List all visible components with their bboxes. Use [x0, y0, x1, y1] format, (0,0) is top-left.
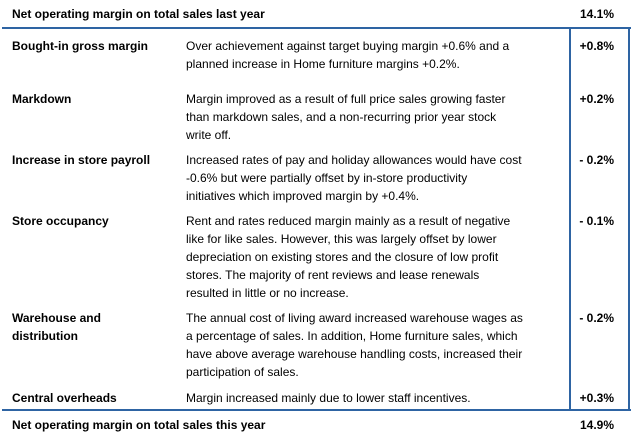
- row-description-line: Margin increased mainly due to lower sta…: [186, 391, 471, 405]
- row-description-line: initiatives which improved margin by +0.…: [186, 189, 420, 203]
- row-value: - 0.2%: [579, 311, 614, 325]
- row-description-line: like for like sales. However, this was l…: [186, 232, 497, 246]
- row-label-line: Warehouse and: [12, 311, 101, 325]
- row-description-line: -0.6% but were partially offset by in-st…: [186, 171, 468, 185]
- row-description-line: write off.: [186, 128, 232, 142]
- row-label: Central overheads: [12, 389, 117, 407]
- row-label-line: Increase in store payroll: [12, 153, 151, 167]
- row-description-line: depreciation on existing stores and the …: [186, 250, 499, 264]
- row-value: +0.8%: [579, 39, 614, 53]
- row-description-line: have above average warehouse handling co…: [186, 347, 523, 361]
- row-label: Bought-in gross margin: [12, 37, 148, 55]
- row-description-line: resulted in little or no increase.: [186, 286, 349, 300]
- row-description-line: The annual cost of living award increase…: [186, 311, 523, 325]
- row-value: - 0.2%: [579, 153, 614, 167]
- row-description-line: than markdown sales, and a non-recurring…: [186, 110, 497, 124]
- value-column-left-border: [569, 28, 571, 410]
- row-label: Markdown: [12, 90, 71, 108]
- row-label: Store occupancy: [12, 212, 109, 230]
- row-label-line: Markdown: [12, 92, 72, 106]
- row-label-line: distribution: [12, 329, 78, 343]
- row-description-line: participation of sales.: [186, 365, 299, 379]
- value-column-right-border: [628, 28, 630, 410]
- row-description-line: Rent and rates reduced margin mainly as …: [186, 214, 511, 228]
- header-label: Net operating margin on total sales last…: [12, 7, 265, 21]
- top-divider: [2, 27, 631, 29]
- row-description: Rent and rates reduced margin mainly as …: [186, 212, 510, 302]
- row-description: Margin increased mainly due to lower sta…: [186, 389, 471, 407]
- footer-label: Net operating margin on total sales this…: [12, 418, 266, 432]
- row-value: +0.3%: [579, 391, 614, 405]
- row-description-line: Increased rates of pay and holiday allow…: [186, 153, 522, 167]
- row-description-line: Over achievement against target buying m…: [186, 39, 510, 53]
- bottom-divider: [2, 409, 631, 411]
- row-label: Warehouse and distribution: [12, 309, 101, 345]
- row-description: Margin improved as a result of full pric…: [186, 90, 505, 144]
- row-value: - 0.1%: [579, 214, 614, 228]
- row-description-line: planned increase in Home furniture margi…: [186, 57, 460, 71]
- row-label-line: Central overheads: [12, 391, 117, 405]
- row-description: The annual cost of living award increase…: [186, 309, 523, 381]
- row-description: Increased rates of pay and holiday allow…: [186, 151, 522, 205]
- footer-value: 14.9%: [579, 418, 614, 432]
- row-description-line: stores. The majority of rent reviews and…: [186, 268, 480, 282]
- row-label: Increase in store payroll: [12, 151, 150, 169]
- row-value: +0.2%: [579, 92, 614, 106]
- row-description-line: Margin improved as a result of full pric…: [186, 92, 506, 106]
- row-label-line: Store occupancy: [12, 214, 109, 228]
- row-description: Over achievement against target buying m…: [186, 37, 509, 73]
- row-description-line: a percentage of sales. In addition, Home…: [186, 329, 518, 343]
- header-value: 14.1%: [579, 7, 614, 21]
- row-label-line: Bought-in gross margin: [12, 39, 148, 53]
